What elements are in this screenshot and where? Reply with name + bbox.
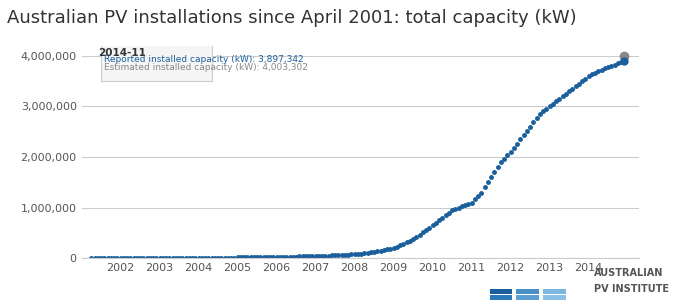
Text: AUSTRALIAN: AUSTRALIAN [594,268,664,278]
Text: 2014-11: 2014-11 [99,48,146,58]
FancyBboxPatch shape [516,289,539,294]
FancyBboxPatch shape [543,295,566,300]
FancyBboxPatch shape [543,289,566,294]
FancyBboxPatch shape [490,295,513,300]
Text: Reported installed capacity (kW): 3,897,342: Reported installed capacity (kW): 3,897,… [104,55,304,64]
Text: Australian PV installations since April 2001: total capacity (kW): Australian PV installations since April … [7,9,577,27]
FancyBboxPatch shape [101,43,212,81]
Text: Estimated installed capacity (kW): 4,003,302: Estimated installed capacity (kW): 4,003… [104,63,308,72]
FancyBboxPatch shape [516,295,539,300]
FancyBboxPatch shape [490,289,513,294]
Text: PV INSTITUTE: PV INSTITUTE [594,284,669,294]
